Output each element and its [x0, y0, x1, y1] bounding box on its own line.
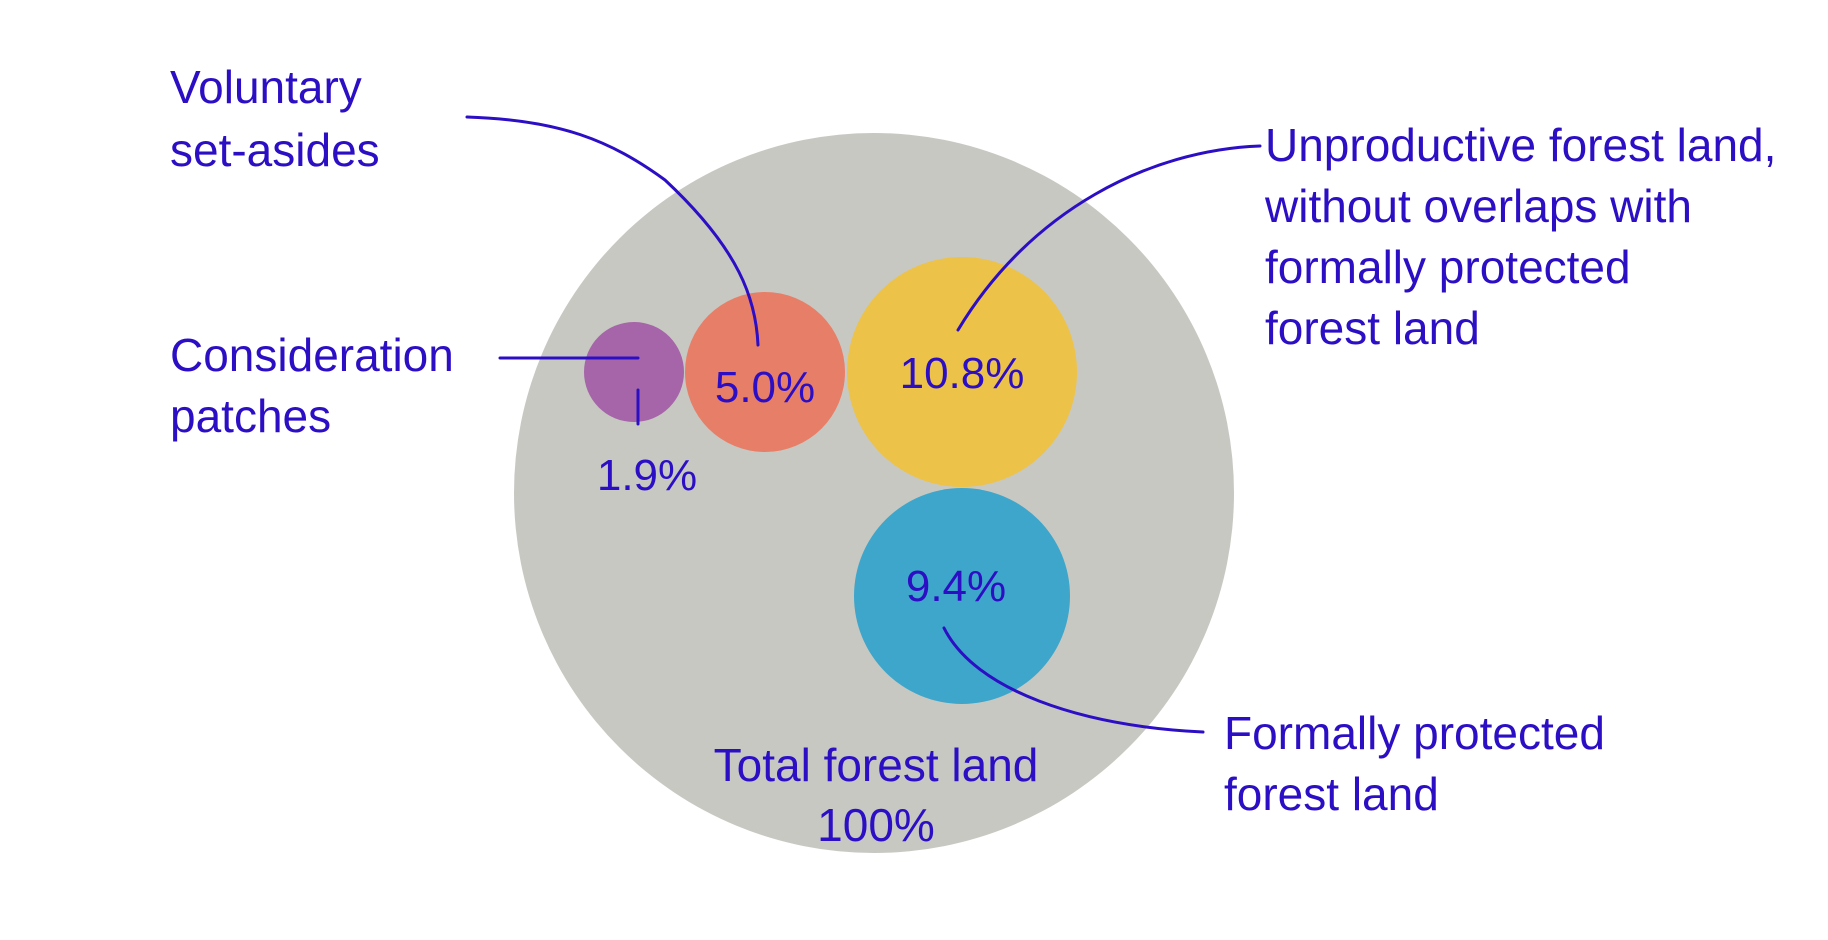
consideration-patches-circle: [584, 322, 684, 422]
unproductive-name-line-3: formally protected: [1265, 241, 1631, 293]
protected-name-line-1: Formally protected: [1224, 707, 1605, 759]
voluntary-value-label: 5.0%: [715, 363, 815, 412]
voluntary-name-line-2: set-asides: [170, 124, 380, 176]
unproductive-forest-land-circle: [847, 257, 1077, 487]
voluntary-set-asides-circle: [685, 292, 845, 452]
voluntary-leader-line: [465, 115, 760, 347]
consideration-value-label: 1.9%: [597, 451, 697, 500]
protected-name-line-2: forest land: [1224, 768, 1439, 820]
total-forest-land-label: Total forest land: [714, 739, 1039, 791]
protected-value-label: 9.4%: [906, 562, 1006, 611]
formally-protected-forest-land-circle: [854, 488, 1070, 704]
consideration-name-line-2: patches: [170, 390, 331, 442]
voluntary-name-line-1: Voluntary: [170, 61, 362, 113]
unproductive-leader-line: [956, 144, 1262, 332]
consideration-name-line-1: Consideration: [170, 329, 454, 381]
protected-leader-line: [942, 626, 1205, 734]
unproductive-value-label: 10.8%: [900, 349, 1025, 398]
unproductive-name-line-4: forest land: [1265, 302, 1480, 354]
unproductive-name-line-1: Unproductive forest land,: [1265, 119, 1776, 171]
unproductive-name-line-2: without overlaps with: [1264, 180, 1692, 232]
total-forest-land-value: 100%: [817, 799, 935, 851]
